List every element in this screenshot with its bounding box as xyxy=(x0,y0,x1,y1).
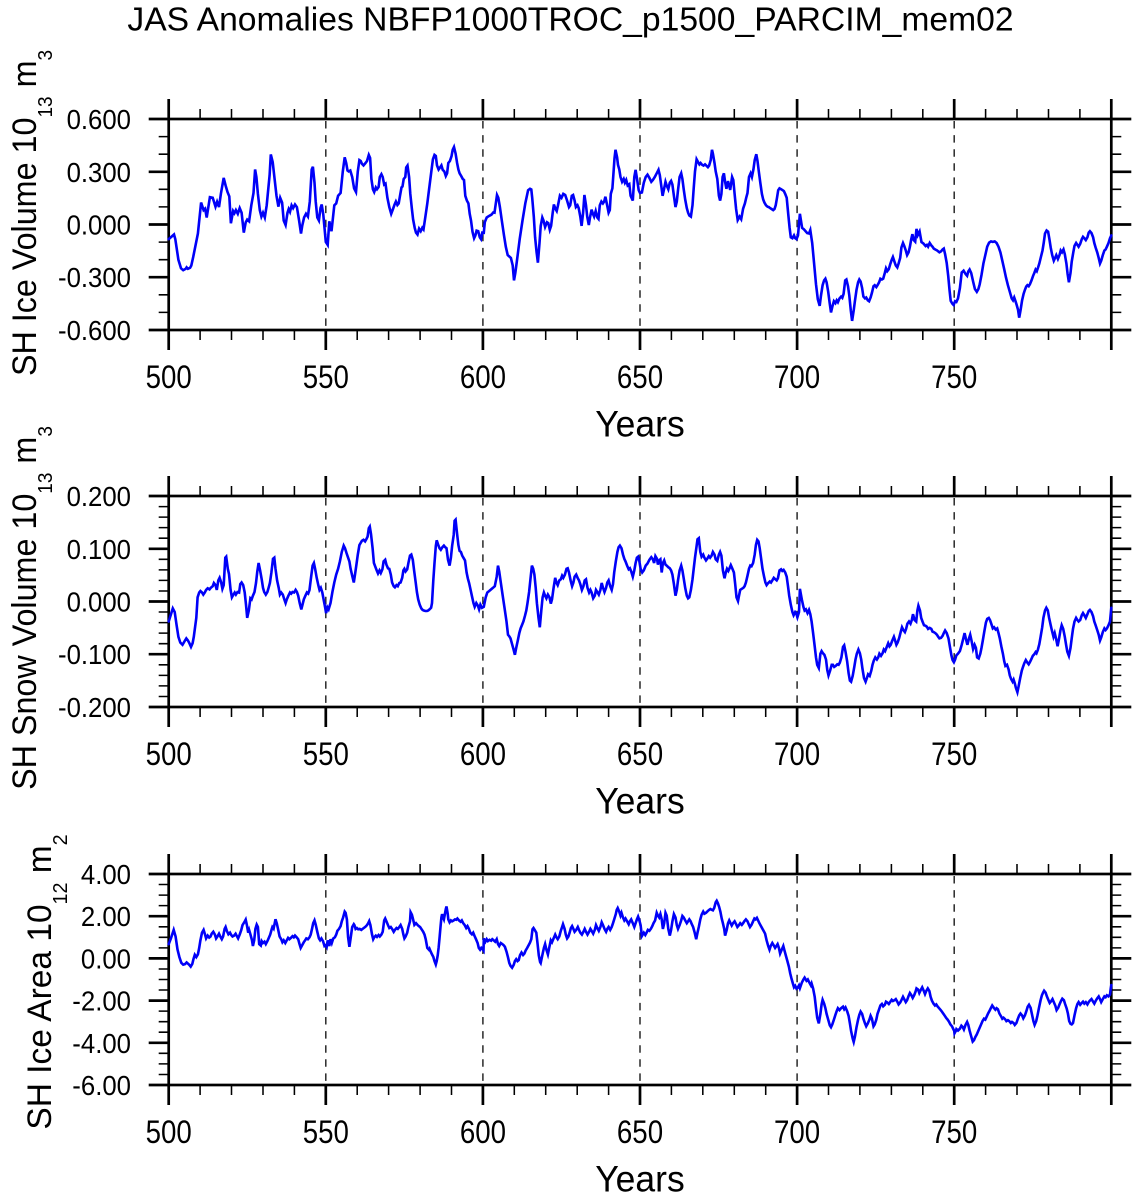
svg-text:500: 500 xyxy=(146,737,192,772)
svg-text:-2.00: -2.00 xyxy=(72,986,131,1017)
svg-text:Years: Years xyxy=(595,780,684,822)
svg-text:4.00: 4.00 xyxy=(81,859,131,890)
svg-text:550: 550 xyxy=(303,737,349,772)
svg-text:550: 550 xyxy=(303,360,349,395)
svg-text:0.000: 0.000 xyxy=(67,587,131,618)
svg-text:0.300: 0.300 xyxy=(67,157,131,188)
svg-text:500: 500 xyxy=(146,1115,192,1150)
svg-text:-0.600: -0.600 xyxy=(58,315,131,346)
svg-text:750: 750 xyxy=(931,1115,977,1150)
svg-text:600: 600 xyxy=(460,360,506,395)
svg-text:650: 650 xyxy=(617,360,663,395)
svg-text:0.600: 0.600 xyxy=(67,104,131,135)
svg-text:Years: Years xyxy=(595,1158,684,1196)
svg-text:0.100: 0.100 xyxy=(67,534,131,565)
svg-text:700: 700 xyxy=(774,1115,820,1150)
svg-text:0.200: 0.200 xyxy=(67,481,131,512)
svg-text:700: 700 xyxy=(774,737,820,772)
svg-text:700: 700 xyxy=(774,360,820,395)
svg-text:550: 550 xyxy=(303,1115,349,1150)
svg-text:-0.200: -0.200 xyxy=(58,692,131,723)
svg-text:750: 750 xyxy=(931,737,977,772)
svg-text:2.00: 2.00 xyxy=(81,901,131,932)
svg-text:650: 650 xyxy=(617,1115,663,1150)
svg-text:500: 500 xyxy=(146,360,192,395)
svg-text:-0.100: -0.100 xyxy=(58,639,131,670)
svg-text:Years: Years xyxy=(595,403,684,445)
svg-text:0.000: 0.000 xyxy=(67,210,131,241)
svg-text:-0.300: -0.300 xyxy=(58,262,131,293)
svg-text:650: 650 xyxy=(617,737,663,772)
svg-text:0.00: 0.00 xyxy=(81,943,131,974)
svg-text:600: 600 xyxy=(460,1115,506,1150)
svg-text:600: 600 xyxy=(460,737,506,772)
svg-text:JAS Anomalies NBFP1000TROC_p15: JAS Anomalies NBFP1000TROC_p1500_PARCIM_… xyxy=(127,2,1013,39)
svg-text:750: 750 xyxy=(931,360,977,395)
svg-text:-4.00: -4.00 xyxy=(72,1028,131,1059)
svg-text:-6.00: -6.00 xyxy=(72,1070,131,1101)
